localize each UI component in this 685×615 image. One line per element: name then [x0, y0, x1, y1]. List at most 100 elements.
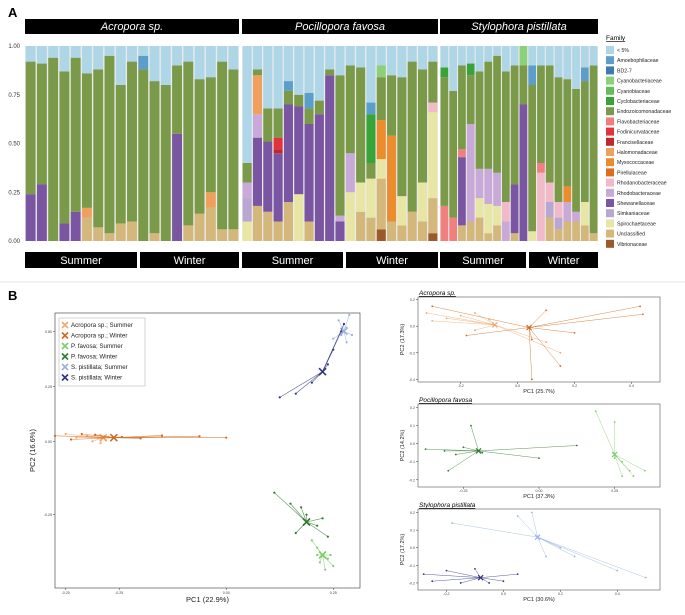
- centroid-marker: [475, 447, 482, 454]
- centroid-marker: [611, 451, 618, 458]
- pca-legend-label: Acropora sp.; Winter: [71, 333, 127, 340]
- bar-segment-endozoicomonadaceae: [283, 90, 293, 105]
- bar-segment-amoebophilaceae: [580, 67, 589, 82]
- pca-point: [431, 305, 434, 308]
- x-tick-label: 0.0: [515, 384, 520, 388]
- bar-segment-spirochaetaceae: [528, 231, 537, 241]
- y-tick-label: 0.0: [410, 546, 415, 550]
- bar-segment--5-: [138, 46, 149, 56]
- bar-segment-shewanellaceae: [263, 141, 273, 212]
- bar-segment-spirochaetaceae: [493, 205, 501, 226]
- spider-line: [528, 327, 533, 340]
- pca-point: [516, 515, 519, 517]
- bar-segment-unclassified: [283, 202, 293, 241]
- pca-acropora-plot: -0.2 0.0 0.2 0.4 0.2 0.0 -0.2 -0.4 PC1 (25.7%) PC…: [400, 290, 661, 395]
- bar-segment--5-: [273, 46, 283, 109]
- bar-sample: [81, 46, 92, 241]
- bar-segment--5-: [228, 46, 239, 70]
- bar-segment-amoebophilaceae: [304, 92, 314, 109]
- bar-segment-rhodanobacteraceae: [537, 172, 545, 241]
- pca-point: [594, 410, 597, 413]
- bar-segment-unclassified: [366, 217, 376, 241]
- y-tick-label: 0.0: [410, 442, 415, 446]
- pca-point: [422, 573, 425, 576]
- bar-segment-rhodobacteraceae: [242, 182, 252, 199]
- spider-line: [274, 492, 307, 523]
- pca-group: [431, 305, 644, 381]
- bar-segment-amoebophilaceae: [283, 81, 293, 91]
- bar-sample: [449, 46, 458, 241]
- bar-segment-unclassified: [458, 225, 466, 241]
- pca-legend-label: S. pistillata; Winter: [71, 375, 122, 382]
- bar-segment--5-: [528, 46, 537, 66]
- pca-point: [318, 561, 321, 564]
- pca-legend-label: P. favosa; Winter: [71, 354, 117, 361]
- subplot-title: Pocillopora favosa: [419, 397, 472, 404]
- y-tick-label: 0.2: [410, 406, 415, 410]
- y-tick-label: 0.50: [8, 142, 20, 148]
- bar-segment--5-: [160, 46, 171, 85]
- spider-line: [529, 327, 575, 334]
- season-strip: [529, 252, 598, 268]
- bar-segment--5-: [572, 46, 580, 89]
- pca-point: [613, 457, 616, 460]
- legend-swatch: [606, 97, 614, 105]
- bar-segment-endozoicomonadaceae: [59, 71, 70, 224]
- bar-segment-unclassified: [104, 233, 115, 241]
- pca-point: [69, 438, 73, 441]
- spider-line: [531, 512, 538, 538]
- pca-point: [345, 341, 348, 344]
- bar-segment--5-: [397, 46, 407, 78]
- pca-point: [474, 567, 476, 570]
- pca-point: [86, 434, 89, 437]
- bar-segment-halomonadaceae: [205, 192, 216, 208]
- panel-a-label: A: [8, 5, 18, 20]
- bar-segment-spirochaetaceae: [397, 196, 407, 226]
- pca-point: [628, 469, 631, 472]
- bar-sample: [25, 46, 36, 241]
- bar-sample: [440, 46, 449, 241]
- bar-segment-shewanellaceae: [304, 124, 314, 222]
- pca-point: [459, 582, 462, 584]
- pca-point: [305, 513, 308, 516]
- x-tick-label: 0.4: [615, 592, 620, 596]
- centroid-marker: [491, 321, 498, 328]
- plot-frame: [417, 508, 661, 591]
- bar-segment-shewanellaceae: [458, 157, 466, 226]
- x-tick-label: 0.25: [330, 591, 337, 595]
- bar-segment-endozoicomonadaceae: [263, 108, 273, 142]
- legend-label: Pirellulaceae: [617, 170, 647, 176]
- y-tick-label: 0.80: [45, 330, 52, 334]
- bar-segment-unclassified: [81, 217, 92, 241]
- pca-point: [99, 442, 102, 445]
- bar-segment-unclassified: [563, 221, 572, 241]
- bar-segment--5-: [70, 46, 81, 58]
- spider-line: [480, 573, 518, 578]
- bar-segment--5-: [325, 46, 335, 70]
- spider-line: [448, 450, 479, 471]
- bar-sample: [314, 46, 324, 241]
- bar-segment-spirochaetaceae: [376, 159, 386, 179]
- bar-segment-halomonadaceae: [81, 207, 92, 218]
- bar-segment-rhodobacteraceae: [335, 215, 345, 222]
- bar-segment-endozoicomonadaceae: [537, 65, 545, 163]
- spider-line: [306, 518, 323, 523]
- bar-segment-shewanellaceae: [314, 114, 324, 241]
- species-strip-label: Stylophora pistillata: [471, 21, 566, 33]
- bar-segment-endozoicomonadaceae: [314, 100, 324, 115]
- season-strip-label: Winter: [174, 255, 206, 267]
- pca-group: [594, 410, 646, 478]
- bar-segment--5-: [580, 46, 589, 68]
- pca-point: [559, 365, 562, 367]
- y-tick-label: 1.00: [8, 44, 20, 50]
- bar-segment-endozoicomonadaceae: [228, 69, 239, 230]
- bar-segment--5-: [440, 46, 449, 68]
- bar-segment-shewanellaceae: [510, 184, 519, 234]
- pca-point: [326, 535, 329, 538]
- season-strip-label: Summer: [60, 255, 102, 267]
- legend-swatch: [606, 127, 614, 136]
- bar-sample: [407, 46, 417, 241]
- pca-point: [445, 317, 448, 320]
- bar-segment-endozoicomonadaceae: [407, 61, 417, 212]
